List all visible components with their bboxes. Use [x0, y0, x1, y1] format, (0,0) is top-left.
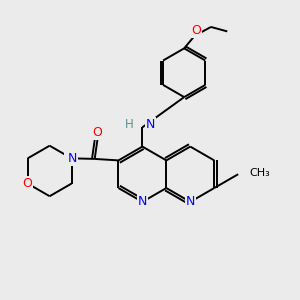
Text: O: O	[191, 24, 201, 37]
Text: N: N	[138, 195, 147, 208]
Text: CH₃: CH₃	[250, 168, 270, 178]
Text: H: H	[125, 118, 134, 131]
Text: O: O	[93, 126, 103, 139]
Text: N: N	[65, 152, 75, 165]
Text: N: N	[68, 152, 77, 165]
Text: N: N	[146, 118, 155, 131]
Text: N: N	[186, 195, 195, 208]
Text: O: O	[22, 177, 32, 190]
